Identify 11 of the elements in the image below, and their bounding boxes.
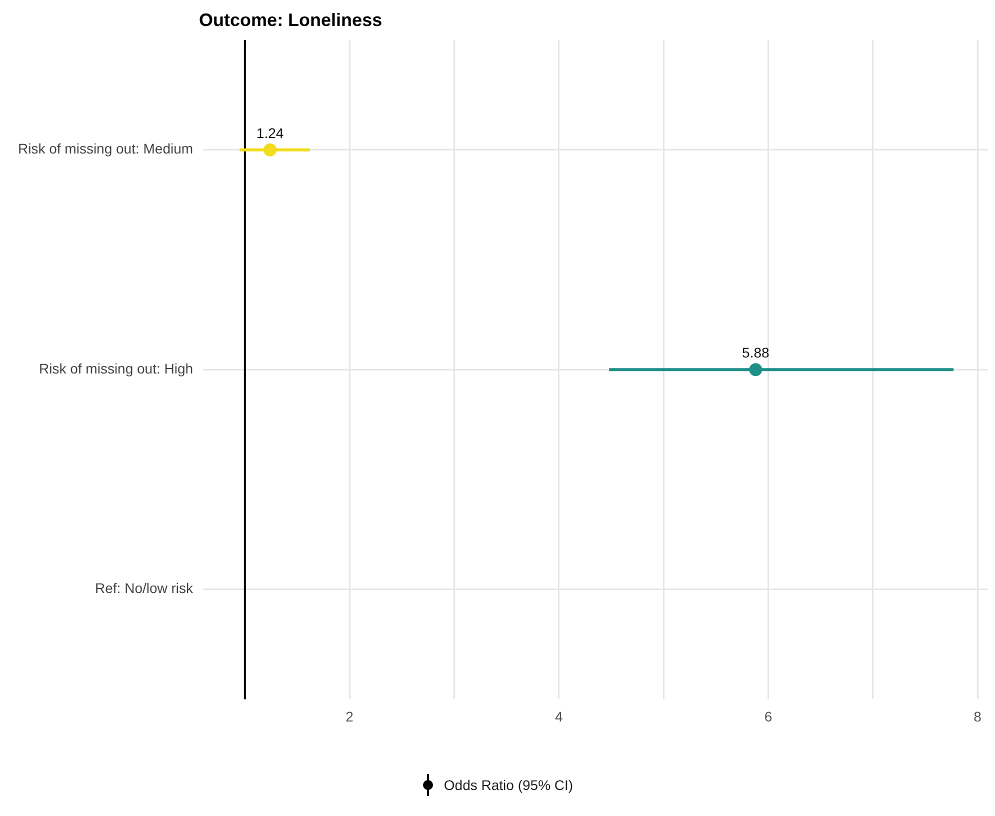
y-tick-label: Risk of missing out: Medium: [18, 140, 194, 157]
x-tick-label: 2: [346, 708, 354, 724]
x-tick-label: 4: [555, 708, 563, 724]
y-tick-label: Ref: No/low risk: [95, 580, 194, 596]
text: Odds Ratio (95% CI): [444, 777, 574, 793]
y-tick-label: Risk of missing out: High: [38, 360, 194, 376]
data-label: 1.24: [256, 124, 284, 141]
x-tick-label: 6: [764, 708, 772, 724]
chart-title: Outcome: Loneliness: [199, 10, 382, 30]
x-tick-label: 8: [974, 708, 982, 724]
data-label: 5.88: [742, 344, 770, 361]
